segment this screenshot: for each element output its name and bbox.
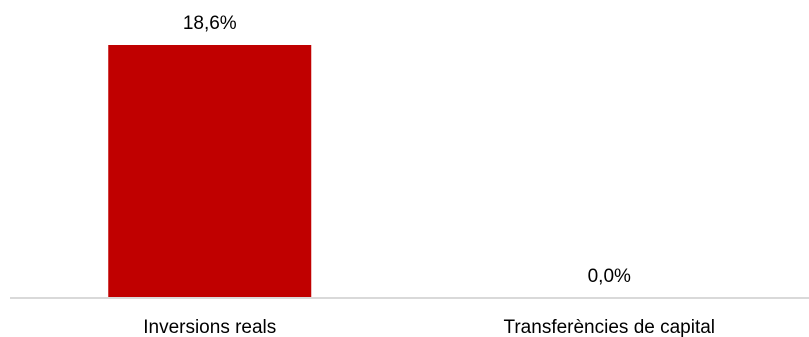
data-label-1: 0,0% <box>588 266 631 287</box>
bars-group <box>108 45 312 298</box>
data-label-0: 18,6% <box>183 13 237 34</box>
data-labels-group: 18,6% 0,0% <box>183 13 631 287</box>
category-labels-group: Inversions reals Transferències de capita… <box>143 317 715 337</box>
category-label-1: Transferències de capital <box>503 317 715 337</box>
category-label-0: Inversions reals <box>143 317 276 337</box>
bar-0 <box>108 45 312 298</box>
